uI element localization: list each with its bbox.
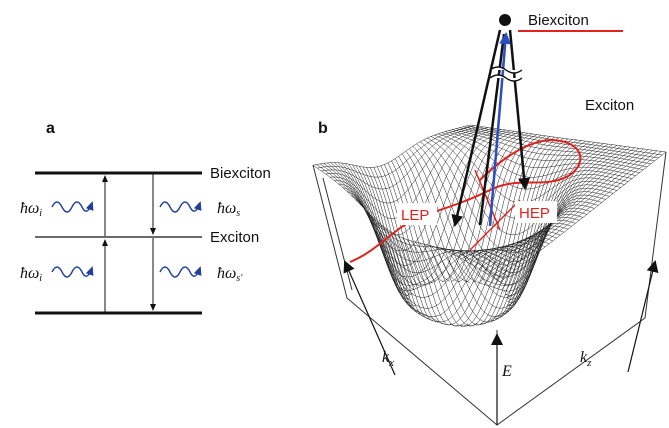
mesh-line <box>419 141 581 327</box>
panel-label: a <box>46 120 55 137</box>
photon-label: ħωs <box>217 200 240 219</box>
mesh-line <box>424 141 586 326</box>
mesh-line <box>428 142 591 325</box>
photon-wave <box>160 202 200 212</box>
biexciton-dot <box>499 14 511 26</box>
photon-label: ħωi <box>20 265 42 284</box>
panel-a: a Biexciton Exciton ħωi ħωi ħωs ħωs' <box>20 120 271 313</box>
branch-lines <box>470 170 520 250</box>
photon-label: ħωi <box>20 200 42 219</box>
exciton-label: Exciton <box>585 97 634 114</box>
panel-label: b <box>318 120 328 137</box>
axis-label: kz <box>580 349 592 369</box>
axis-arrow <box>628 262 655 372</box>
panel-b: b Biexciton Exciton LEP HEP kx kz E <box>313 12 666 425</box>
photon-wave <box>160 267 200 277</box>
figure: a Biexciton Exciton ħωi ħωi ħωs ħωs' b <box>0 0 669 428</box>
axis-break <box>490 67 522 81</box>
mesh-line <box>483 150 648 272</box>
biexciton-label: Biexciton <box>528 12 589 29</box>
mesh-line <box>370 167 560 322</box>
axis-label: kx <box>382 349 394 369</box>
level-label: Exciton <box>210 229 259 246</box>
photon-label: ħωs' <box>217 265 243 284</box>
level-label: Biexciton <box>210 165 271 182</box>
branch-label: HEP <box>519 205 550 222</box>
photon-wave <box>52 267 92 277</box>
photon-wave <box>52 202 92 212</box>
axis-label: E <box>501 363 512 380</box>
branch-label: LEP <box>401 207 429 224</box>
emission-arrow <box>510 30 525 188</box>
